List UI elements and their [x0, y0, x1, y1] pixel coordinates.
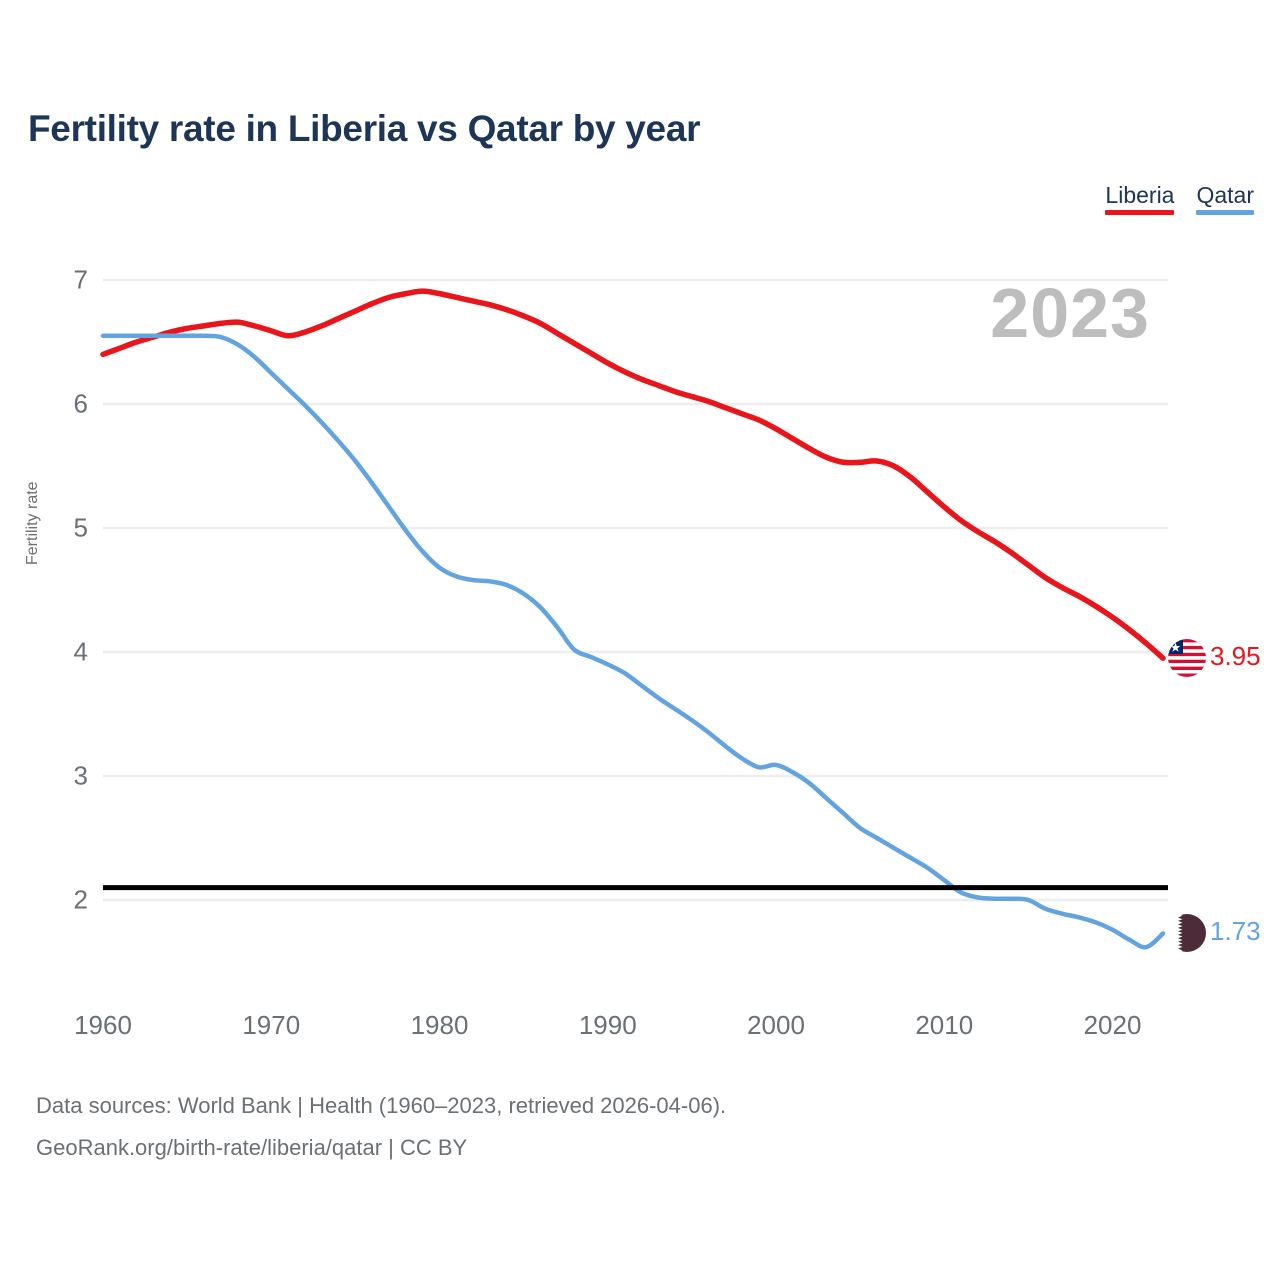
legend-swatch-qatar [1196, 210, 1254, 215]
x-tick-2010: 2010 [915, 1010, 974, 1040]
liberia-end-value: 3.95 [1210, 641, 1261, 672]
footer-attribution: Data sources: World Bank | Health (1960–… [36, 1085, 726, 1169]
x-tick-2000: 2000 [747, 1010, 805, 1040]
y-tick-3: 3 [73, 760, 88, 791]
legend-label-qatar: Qatar [1196, 182, 1254, 208]
chart-legend: Liberia Qatar [1105, 182, 1254, 215]
legend-item-qatar[interactable]: Qatar [1196, 182, 1254, 215]
qatar-end-value: 1.73 [1210, 916, 1261, 947]
series-line-liberia [100, 288, 1166, 661]
y-tick-6: 6 [73, 388, 88, 419]
qatar-flag-icon [1168, 914, 1206, 953]
y-tick-5: 5 [73, 512, 88, 543]
footer-line-sources: Data sources: World Bank | Health (1960–… [36, 1093, 727, 1118]
y-axis-ticks: 7 6 5 4 3 2 [28, 0, 88, 1280]
year-watermark: 2023 [990, 274, 1150, 352]
gridlines [103, 278, 1168, 902]
x-tick-1980: 1980 [410, 1010, 469, 1040]
x-tick-1970: 1970 [242, 1010, 301, 1040]
legend-swatch-liberia [1105, 210, 1175, 215]
footer-line-license[interactable]: GeoRank.org/birth-rate/liberia/qatar | C… [36, 1135, 468, 1160]
legend-label-liberia: Liberia [1105, 182, 1175, 208]
y-tick-7: 7 [73, 264, 88, 295]
x-tick-2020: 2020 [1083, 1010, 1142, 1040]
x-tick-1990: 1990 [578, 1010, 637, 1040]
legend-item-liberia[interactable]: Liberia [1105, 182, 1175, 215]
y-tick-4: 4 [73, 636, 88, 667]
y-tick-2: 2 [73, 884, 88, 915]
series-lines [100, 288, 1166, 950]
x-tick-1960: 1960 [74, 1010, 132, 1040]
liberia-flag-icon [1168, 639, 1206, 678]
series-line-qatar [100, 333, 1166, 950]
chart-title: Fertility rate in Liberia vs Qatar by ye… [28, 108, 701, 149]
